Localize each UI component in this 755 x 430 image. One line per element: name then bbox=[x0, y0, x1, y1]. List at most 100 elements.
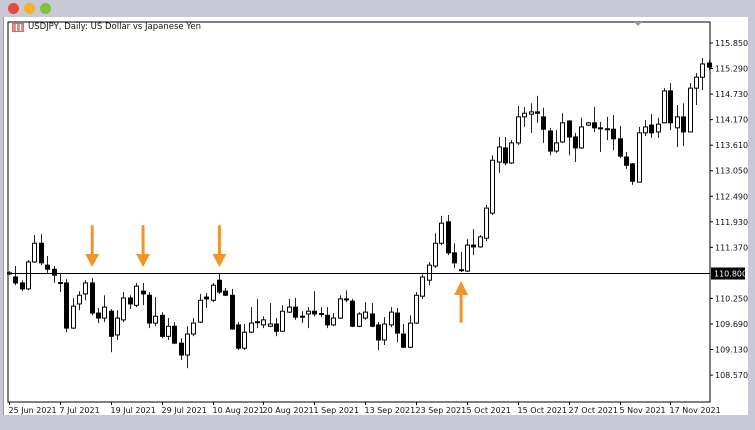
candle-body-bull bbox=[166, 325, 171, 337]
price-level-label: 110.800 bbox=[714, 270, 747, 279]
candle-body-bear bbox=[325, 314, 330, 326]
candle-body-bull bbox=[185, 333, 190, 356]
close-button[interactable] bbox=[8, 3, 19, 14]
candle-body-bull bbox=[77, 294, 82, 305]
x-tick-label: 7 Jul 2021 bbox=[60, 406, 100, 415]
candle bbox=[478, 235, 483, 248]
candle bbox=[109, 308, 114, 353]
x-tick-label: 13 Sep 2021 bbox=[365, 406, 416, 415]
candle-body-bear bbox=[370, 313, 375, 327]
candle-body-bull bbox=[439, 222, 444, 244]
candle bbox=[503, 136, 508, 166]
candle bbox=[293, 297, 298, 320]
y-tick-label: 114.170 bbox=[715, 116, 748, 125]
candle bbox=[338, 295, 343, 319]
candle bbox=[688, 83, 693, 133]
candle-body-bear bbox=[605, 128, 610, 131]
candle bbox=[141, 282, 146, 306]
candle-body-bear bbox=[598, 127, 603, 130]
candle bbox=[598, 121, 603, 153]
candle bbox=[45, 256, 50, 273]
candle bbox=[535, 95, 540, 123]
candle-body-bull bbox=[497, 146, 502, 163]
candle-body-bull bbox=[198, 299, 203, 323]
candle bbox=[223, 287, 228, 297]
candle-body-bull bbox=[382, 323, 387, 341]
candle-body-bear bbox=[592, 122, 597, 129]
candle-body-bear bbox=[20, 282, 25, 290]
candle-body-bull bbox=[509, 142, 514, 164]
arrow-down-icon bbox=[85, 225, 100, 267]
candle bbox=[83, 280, 88, 301]
candle bbox=[465, 239, 470, 272]
candle bbox=[605, 116, 610, 141]
candle-body-bear bbox=[503, 147, 508, 164]
candle-body-bull bbox=[662, 90, 667, 124]
candle-body-bear bbox=[217, 279, 222, 293]
arrow-head bbox=[454, 281, 469, 295]
candle bbox=[115, 310, 120, 340]
candle bbox=[452, 243, 457, 268]
chart-shift-marker-icon[interactable] bbox=[634, 22, 642, 26]
candle-body-bull bbox=[331, 317, 336, 326]
candle bbox=[261, 316, 266, 329]
candle bbox=[350, 298, 355, 328]
candle-body-bull bbox=[484, 207, 489, 239]
candle bbox=[242, 323, 247, 350]
candle-body-bear bbox=[230, 294, 235, 330]
candle bbox=[32, 235, 37, 263]
x-axis: 25 Jun 2021 7 Jul 2021 19 Jul 2021 29 Jul 2… bbox=[9, 402, 721, 415]
candle bbox=[490, 155, 495, 215]
candle bbox=[71, 297, 76, 330]
candle bbox=[471, 229, 476, 256]
candle-body-bull bbox=[637, 132, 642, 183]
candle bbox=[656, 117, 661, 138]
candle bbox=[26, 260, 31, 291]
candle bbox=[179, 338, 184, 361]
candle-body-bull bbox=[115, 317, 120, 336]
candle-body-bull bbox=[490, 159, 495, 214]
arrow-down-icon bbox=[212, 225, 227, 267]
candle bbox=[204, 292, 209, 309]
candle bbox=[567, 120, 572, 156]
candle-body-bull bbox=[261, 319, 266, 326]
candle-body-bull bbox=[32, 242, 37, 263]
arrow-head bbox=[136, 254, 151, 267]
candle-body-bear bbox=[611, 128, 616, 140]
arrow-up-icon bbox=[454, 281, 469, 323]
candle-body-bear bbox=[471, 244, 476, 248]
candle-body-bull bbox=[459, 269, 464, 272]
y-tick-label: 110.250 bbox=[715, 294, 748, 303]
candle bbox=[128, 295, 133, 309]
x-tick-label: 20 Aug 2021 bbox=[263, 406, 314, 415]
candle-body-bull bbox=[522, 112, 527, 118]
candle-body-bear bbox=[90, 282, 95, 314]
maximize-button[interactable] bbox=[40, 3, 51, 14]
candle-body-bear bbox=[618, 138, 623, 157]
arrow-head bbox=[212, 254, 227, 267]
y-tick-label: 108.570 bbox=[715, 371, 748, 380]
minimize-button[interactable] bbox=[24, 3, 35, 14]
candle-body-bull bbox=[268, 323, 273, 327]
candle-body-bull bbox=[357, 313, 362, 327]
candle bbox=[675, 105, 680, 147]
candle bbox=[630, 162, 635, 185]
candle-body-bear bbox=[52, 268, 57, 276]
arrow-head bbox=[85, 254, 100, 267]
candles bbox=[7, 58, 712, 369]
candle-body-bear bbox=[128, 297, 133, 305]
candle-body-bear bbox=[58, 281, 63, 284]
candle-body-bear bbox=[401, 333, 406, 348]
candle-body-bear bbox=[64, 282, 69, 329]
y-tick-label: 111.930 bbox=[715, 218, 748, 227]
x-tick-label: 29 Jul 2021 bbox=[162, 406, 207, 415]
candle bbox=[649, 114, 654, 138]
candle-body-bear bbox=[668, 90, 673, 124]
candle bbox=[20, 280, 25, 292]
candle bbox=[376, 322, 381, 350]
x-tick-label: 19 Jul 2021 bbox=[111, 406, 156, 415]
candle bbox=[554, 130, 559, 153]
candle bbox=[230, 288, 235, 330]
candle-body-bull bbox=[255, 321, 260, 324]
